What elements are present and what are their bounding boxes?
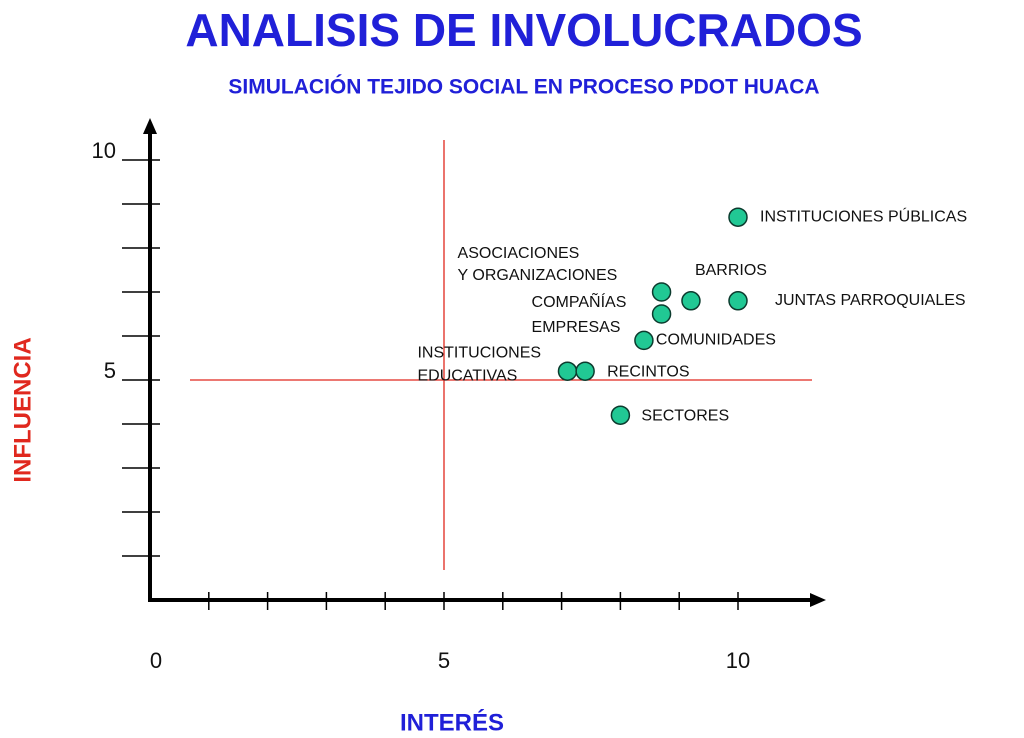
point (557, 361, 578, 381)
point-label: BARRIOS (695, 262, 767, 279)
point (610, 405, 631, 425)
y-tick-label: 10 (92, 138, 116, 163)
y-axis-arrow (143, 118, 157, 134)
point (651, 304, 672, 324)
point-label: RECINTOS (607, 363, 689, 380)
point-label: Y ORGANIZACIONES (458, 267, 618, 284)
point-label: ASOCIACIONES (458, 245, 580, 262)
x-tick-label: 0 (150, 648, 162, 673)
chart-title: ANALISIS DE INVOLUCRADOS (185, 4, 862, 56)
x-axis-label: INTERÉS (400, 708, 504, 736)
point (575, 361, 595, 381)
point-label: INSTITUCIONES PÚBLICAS (760, 206, 967, 225)
x-tick-label: 10 (726, 648, 750, 673)
point (728, 207, 748, 227)
point-label: EDUCATIVAS (417, 367, 517, 384)
y-tick-label: 5 (104, 358, 116, 383)
point (651, 282, 672, 302)
point-label: INSTITUCIONES (417, 344, 541, 361)
y-axis-label: INFLUENCIA (9, 337, 36, 482)
chart-subtitle: SIMULACIÓN TEJIDO SOCIAL EN PROCESO PDOT… (228, 75, 819, 99)
x-axis-arrow (810, 593, 826, 607)
point-label: SECTORES (641, 407, 729, 424)
point-label: JUNTAS PARROQUIALES (775, 292, 966, 309)
point (728, 291, 748, 311)
point-label: COMUNIDADES (656, 332, 776, 349)
point (634, 330, 654, 351)
point-label: COMPAÑÍAS (532, 291, 627, 311)
point (681, 291, 701, 311)
x-tick-label: 5 (438, 648, 450, 673)
point-label: EMPRESAS (532, 319, 621, 336)
